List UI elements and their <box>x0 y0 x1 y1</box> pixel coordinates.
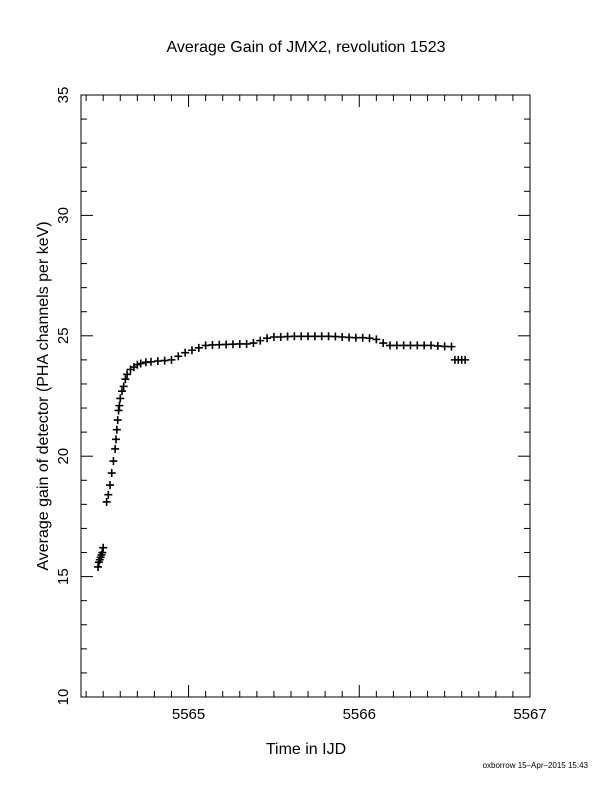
data-point <box>117 387 126 396</box>
data-point <box>94 562 103 571</box>
data-point <box>447 342 456 351</box>
data-point <box>433 341 442 350</box>
data-point <box>106 481 115 490</box>
footer-credit: oxborrow 15–Apr–2015 15:43 <box>483 761 589 770</box>
data-point <box>242 339 251 348</box>
data-points <box>94 332 470 571</box>
data-point <box>338 333 347 342</box>
y-tick-label: 20 <box>55 448 72 465</box>
data-point <box>351 333 360 342</box>
data-point <box>324 332 333 341</box>
data-point <box>228 340 237 349</box>
data-point <box>116 394 125 403</box>
data-point <box>440 342 449 351</box>
data-point <box>461 355 470 364</box>
chart-title: Average Gain of JMX2, revolution 1523 <box>167 39 446 56</box>
data-point <box>111 435 120 444</box>
data-point <box>283 332 292 341</box>
data-point <box>372 335 381 344</box>
data-point <box>187 346 196 355</box>
axis-ticks <box>81 94 531 698</box>
data-point <box>297 332 306 341</box>
data-point <box>386 341 395 350</box>
data-point <box>167 355 176 364</box>
data-point <box>222 340 231 349</box>
data-point <box>304 332 313 341</box>
data-point <box>174 352 183 361</box>
y-tick-label: 10 <box>55 689 72 706</box>
data-point <box>420 341 429 350</box>
data-point <box>111 444 120 453</box>
data-point <box>317 332 326 341</box>
data-point <box>146 357 155 366</box>
data-point <box>345 333 354 342</box>
data-point <box>249 339 258 348</box>
data-point <box>99 543 108 552</box>
x-tick-label: 5565 <box>172 706 205 723</box>
data-point <box>181 348 190 357</box>
data-point <box>413 341 422 350</box>
data-point <box>290 332 299 341</box>
data-point <box>121 375 130 384</box>
data-point <box>256 336 265 345</box>
x-tick-label: 5566 <box>343 706 376 723</box>
data-point <box>160 356 169 365</box>
data-point <box>276 333 285 342</box>
data-point <box>399 341 408 350</box>
data-point <box>215 340 224 349</box>
data-point <box>114 406 123 415</box>
data-point <box>119 382 128 391</box>
data-point <box>208 340 217 349</box>
data-point <box>365 334 374 343</box>
data-point <box>426 341 435 350</box>
data-point <box>123 370 132 379</box>
x-axis-label: Time in IJD <box>266 741 346 758</box>
data-point <box>112 425 121 434</box>
y-tick-label: 30 <box>55 207 72 224</box>
data-point <box>107 469 116 478</box>
data-point <box>115 401 124 410</box>
data-point <box>392 341 401 350</box>
y-tick-label: 25 <box>55 327 72 344</box>
data-point <box>358 333 367 342</box>
data-point <box>379 339 388 348</box>
x-tick-label: 5567 <box>513 706 546 723</box>
data-point <box>109 457 118 466</box>
data-point <box>153 357 162 366</box>
data-point <box>263 334 272 343</box>
data-point <box>194 343 203 352</box>
data-point <box>406 341 415 350</box>
plot-frame <box>80 94 531 698</box>
data-point <box>113 416 122 425</box>
y-tick-label: 15 <box>55 568 72 585</box>
data-point <box>331 332 340 341</box>
data-point <box>201 341 210 350</box>
data-point <box>310 332 319 341</box>
data-point <box>104 490 113 499</box>
y-tick-label: 35 <box>55 87 72 104</box>
y-axis-label: Average gain of detector (PHA channels p… <box>35 221 52 570</box>
data-point <box>98 548 107 557</box>
tick-labels: 5565 5566 5567 10 15 20 25 30 35 <box>55 87 547 723</box>
data-point <box>102 497 111 506</box>
data-point <box>269 333 278 342</box>
data-point <box>136 359 145 368</box>
data-point <box>235 339 244 348</box>
